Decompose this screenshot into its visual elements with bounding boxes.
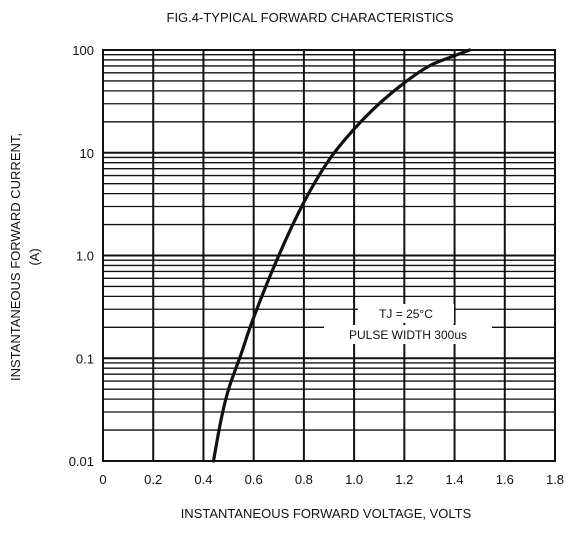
annotation-box: TJ = 25°C PULSE WIDTH 300us bbox=[324, 304, 492, 344]
y-tick-label: 1.0 bbox=[76, 249, 94, 264]
x-tick-label: 0.4 bbox=[194, 472, 212, 487]
x-tick-label: 0.2 bbox=[144, 472, 162, 487]
forward-current-curve bbox=[211, 48, 472, 463]
x-tick-label: 0.6 bbox=[245, 472, 263, 487]
annotation-tj-background bbox=[358, 304, 454, 323]
x-tick-label: 1.4 bbox=[446, 472, 464, 487]
x-tick-label: 0.8 bbox=[295, 472, 313, 487]
y-tick-labels: 0.01 0.1 1.0 10 100 bbox=[69, 43, 94, 469]
x-tick-labels: 0 0.2 0.4 0.6 0.8 1.0 1.2 1.4 1.6 1.8 bbox=[99, 472, 564, 487]
x-tick-label: 1.0 bbox=[345, 472, 363, 487]
y-axis-label-line1: INSTANTANEOUS FORWARD CURRENT, bbox=[8, 133, 23, 381]
grid bbox=[102, 49, 556, 462]
y-tick-label: 10 bbox=[80, 146, 94, 161]
y-tick-label: 100 bbox=[72, 43, 94, 58]
x-tick-label: 0 bbox=[99, 472, 106, 487]
x-axis-label: INSTANTANEOUS FORWARD VOLTAGE, VOLTS bbox=[181, 506, 472, 521]
y-tick-label: 0.1 bbox=[76, 351, 94, 366]
x-tick-label: 1.8 bbox=[546, 472, 564, 487]
plot-frame bbox=[102, 49, 556, 462]
chart-title: FIG.4-TYPICAL FORWARD CHARACTERISTICS bbox=[167, 10, 454, 25]
annotation-pulse: PULSE WIDTH 300us bbox=[349, 328, 467, 342]
y-tick-label: 0.01 bbox=[69, 454, 94, 469]
series-layer bbox=[211, 48, 472, 463]
x-tick-label: 1.2 bbox=[395, 472, 413, 487]
annotation-tj: TJ = 25°C bbox=[379, 307, 433, 321]
x-tick-label: 1.6 bbox=[496, 472, 514, 487]
annotation-pulse-background bbox=[324, 325, 492, 344]
y-axis-label-line2: (A) bbox=[27, 248, 42, 265]
